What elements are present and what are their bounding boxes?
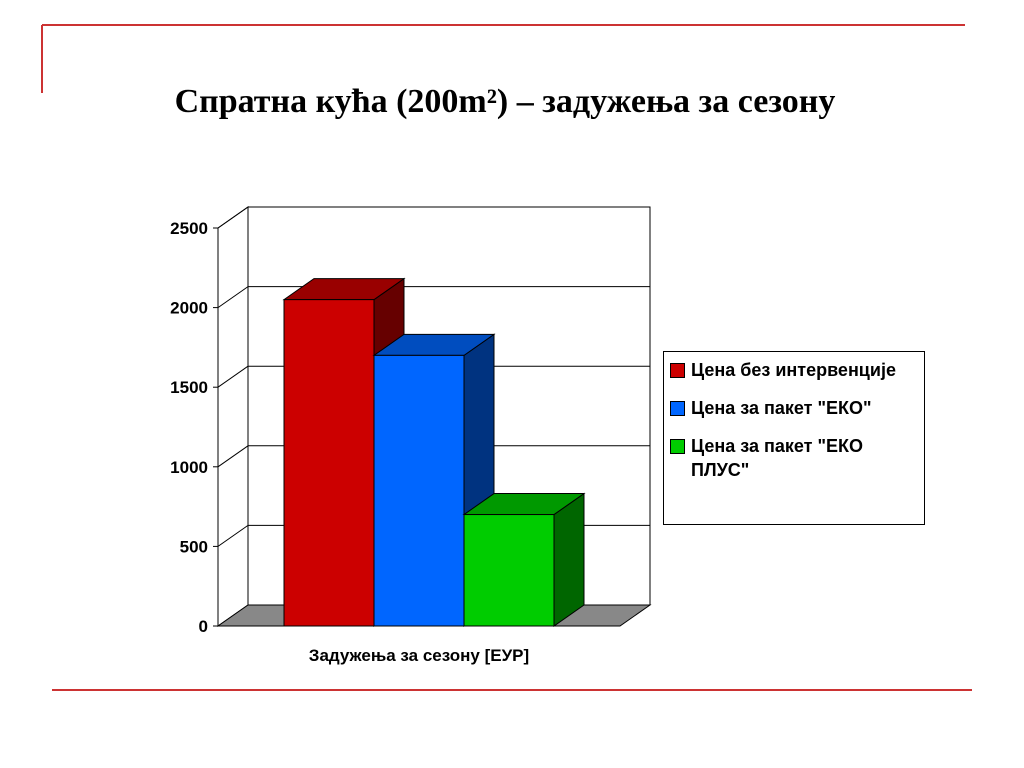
x-tick-label: Задужења за сезону [ЕУР]: [309, 646, 529, 665]
side-wall: [217, 206, 249, 627]
y-tick-label: 1500: [170, 378, 208, 397]
y-tick-label: 2000: [170, 299, 208, 318]
legend-swatch: [670, 363, 685, 378]
grid-line: [217, 206, 249, 229]
y-tick-label: 500: [180, 537, 208, 556]
grid-line: [217, 286, 249, 309]
legend-label: Цена без интервенције: [691, 360, 896, 380]
legend-item: Цена без интервенције: [670, 358, 920, 382]
y-tick-label: 0: [199, 617, 208, 636]
legend-label: Цена за пакет "ЕКО": [691, 398, 872, 418]
legend: Цена без интервенције Цена за пакет "ЕКО"…: [663, 351, 925, 525]
y-tick-label: 1000: [170, 458, 208, 477]
y-tick-label: 2500: [170, 219, 208, 238]
bar: [283, 299, 375, 627]
bar-side: [553, 492, 585, 627]
legend-swatch: [670, 401, 685, 416]
legend-label: Цена за пакет "ЕКО ПЛУС": [691, 436, 863, 480]
grid-line: [217, 365, 249, 388]
bar: [463, 514, 555, 627]
legend-swatch: [670, 439, 685, 454]
legend-item: Цена за пакет "ЕКО ПЛУС": [670, 434, 920, 482]
chart-title: Спратна кућа (200m²) – задужења за сезон…: [175, 83, 836, 120]
bar: [373, 354, 465, 627]
legend-item: Цена за пакет "ЕКО": [670, 396, 920, 420]
grid-line: [217, 445, 249, 468]
grid-line: [217, 524, 249, 547]
